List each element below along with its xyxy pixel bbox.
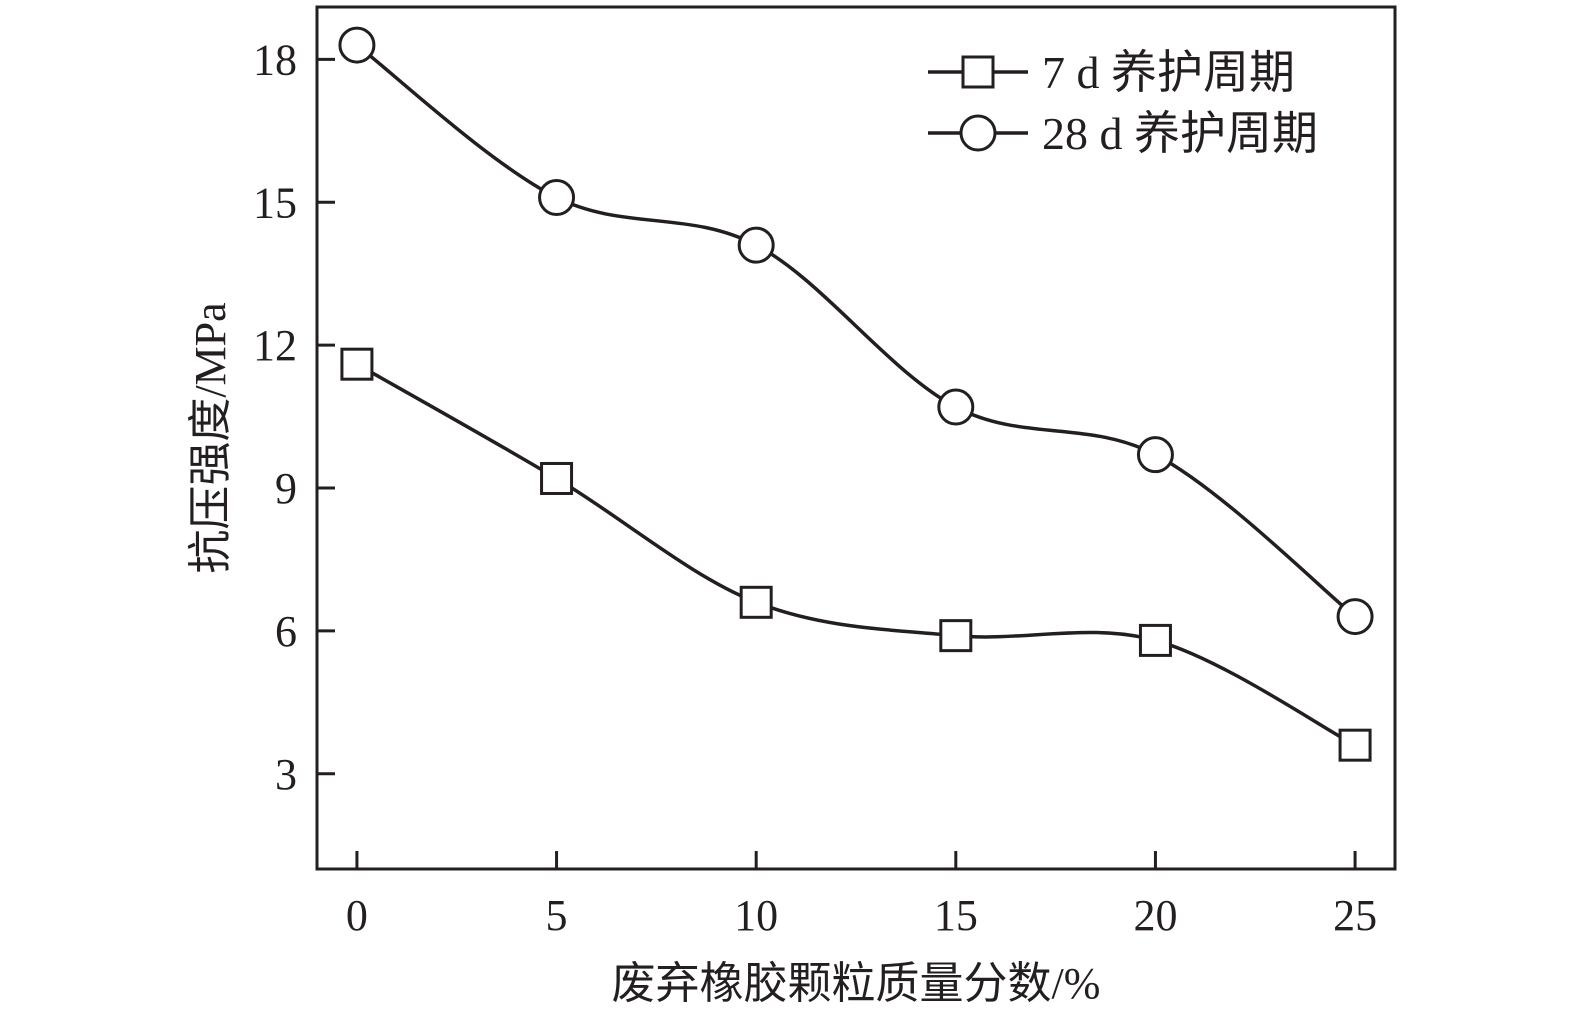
data-point-circle	[538, 178, 576, 216]
data-point-square	[739, 585, 773, 619]
x-tick-label: 25	[1333, 891, 1377, 940]
legend-marker-square	[961, 55, 995, 89]
legend: 7 d 养护周期 28 d 养护周期	[928, 47, 1318, 159]
y-tick-label: 12	[253, 321, 297, 370]
y-ticks: 3 6 9 12 15 18	[253, 35, 335, 799]
y-tick-label: 6	[275, 607, 297, 656]
legend-label: 28 d 养护周期	[1042, 108, 1318, 159]
y-axis-title: 抗压强度/MPa	[186, 302, 235, 573]
data-point-circle	[1336, 598, 1374, 636]
y-tick-label: 9	[275, 464, 297, 513]
y-tick-label: 15	[253, 178, 297, 227]
legend-marker-circle	[959, 114, 997, 152]
data-point-circle	[937, 388, 975, 426]
x-tick-label: 20	[1133, 891, 1177, 940]
y-tick-label: 18	[253, 35, 297, 84]
plot-frame	[315, 5, 1397, 871]
series-line-square	[356, 362, 1356, 747]
data-point-circle	[737, 226, 775, 264]
x-tick-label: 5	[546, 891, 568, 940]
data-point-circle	[1136, 436, 1174, 474]
x-tick-label: 15	[934, 891, 978, 940]
data-point-square	[1138, 623, 1172, 657]
x-tick-label: 0	[346, 891, 368, 940]
x-tick-label: 10	[734, 891, 778, 940]
data-point-square	[540, 461, 574, 495]
legend-label: 7 d 养护周期	[1042, 47, 1295, 98]
data-point-square	[1338, 728, 1372, 762]
data-point-square	[340, 347, 374, 381]
series-markers	[338, 26, 1374, 762]
series-lines	[355, 43, 1357, 747]
x-axis-title: 废弃橡胶颗粒质量分数/%	[612, 959, 1101, 1008]
series-line-circle	[355, 43, 1357, 618]
data-point-square	[939, 619, 973, 653]
x-ticks: 0 5 10 15 20 25	[346, 851, 1377, 940]
data-point-circle	[338, 26, 376, 64]
y-tick-label: 3	[275, 750, 297, 799]
